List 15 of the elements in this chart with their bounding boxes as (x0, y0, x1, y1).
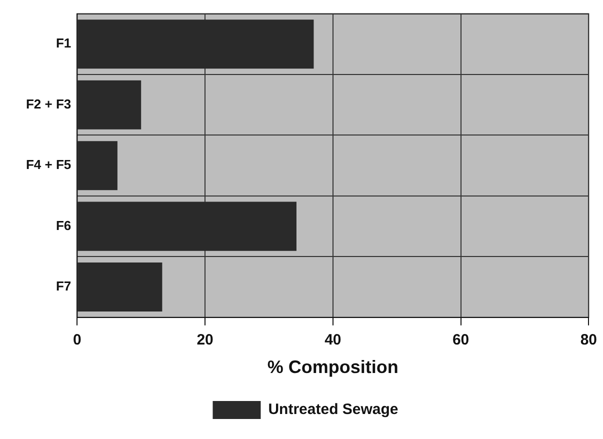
x-tick-label: 40 (324, 332, 342, 349)
x-tick-label: 60 (452, 332, 470, 349)
x-tick-label: 20 (196, 332, 214, 349)
bar (78, 141, 118, 190)
y-tick-label: F7 (56, 278, 72, 294)
y-tick-label: F4 + F5 (26, 157, 72, 172)
y-tick-label: F6 (56, 218, 72, 233)
bar (78, 80, 142, 130)
bar (78, 262, 162, 312)
legend-label: Untreated Sewage (268, 401, 398, 418)
x-tick-label: 0 (72, 332, 82, 349)
x-axis-title: % Composition (267, 357, 398, 378)
x-tick-label: 80 (580, 332, 597, 349)
y-tick-label: F2 + F3 (26, 96, 72, 112)
y-tick-label: F1 (56, 36, 72, 51)
